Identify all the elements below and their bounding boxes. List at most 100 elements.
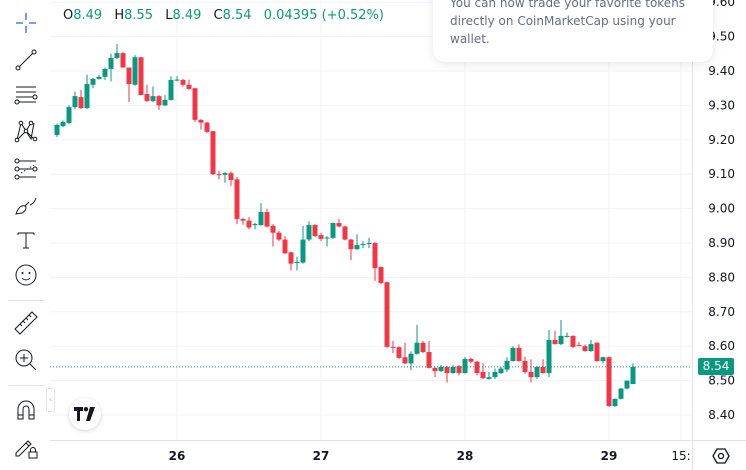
candle-body: [114, 53, 120, 58]
candlestick-chart[interactable]: 9.60 9.50 9.40 9.30 9.20 9.10 9.00 8.90 8.80 8.70…: [50, 0, 746, 470]
candle-body: [228, 173, 234, 181]
candle: [180, 78, 186, 87]
candle-body: [552, 340, 558, 345]
time-tick-label: 15:: [671, 449, 690, 463]
emoji-tool-button[interactable]: [10, 260, 42, 290]
candle-body: [576, 345, 582, 347]
candle-body: [534, 366, 540, 378]
candle: [120, 52, 126, 68]
candle-body: [222, 173, 228, 175]
price-tick-label: 9.60: [708, 0, 735, 9]
candle: [612, 398, 618, 407]
candle-body: [612, 398, 618, 407]
candle-body: [570, 335, 576, 347]
candle: [126, 67, 132, 102]
candle-body: [192, 88, 198, 120]
candle-body: [432, 367, 438, 371]
candle-body: [468, 358, 474, 362]
candle-body: [186, 84, 192, 89]
crosshair-tool-button[interactable]: [10, 8, 42, 38]
text-tool-button[interactable]: [10, 225, 42, 255]
brush-tool-button[interactable]: [10, 190, 42, 220]
candle: [372, 242, 378, 281]
zoom-in-tool-button[interactable]: [10, 345, 42, 375]
price-tick-label: 9.20: [708, 133, 735, 147]
candle: [570, 335, 576, 348]
candle: [474, 360, 480, 376]
candle-body: [450, 366, 456, 374]
candle-body: [264, 212, 270, 227]
candle: [276, 230, 282, 242]
candle-body: [312, 225, 318, 237]
collapse-toolbar-button[interactable]: ‹: [46, 388, 55, 412]
chart-settings-icon[interactable]: [711, 446, 731, 466]
candle: [504, 357, 510, 372]
magnet-icon: [17, 400, 35, 420]
candle-body: [132, 57, 138, 85]
candle-body: [354, 245, 360, 250]
price-tick-label: 9.00: [708, 202, 735, 216]
candle-body: [366, 243, 372, 245]
candle: [630, 363, 636, 385]
pattern-tool-button[interactable]: [10, 116, 42, 146]
candle: [576, 342, 582, 347]
candle: [414, 324, 420, 355]
measure-tool-button[interactable]: [10, 308, 42, 338]
candle-body: [66, 107, 72, 123]
toolbar-separator: [8, 300, 44, 301]
candle: [354, 234, 360, 250]
candle: [156, 95, 162, 110]
price-tick-label: 9.10: [708, 167, 735, 181]
candle: [84, 74, 90, 109]
candle-body: [420, 342, 426, 353]
candle: [216, 170, 222, 180]
horizontal-lines-tool-button[interactable]: [10, 80, 42, 110]
candle: [588, 340, 594, 352]
candle-body: [384, 282, 390, 347]
candle: [114, 44, 120, 59]
trend-line-tool-button[interactable]: [10, 45, 42, 75]
candle-body: [378, 267, 384, 283]
open-value: 8.49: [73, 8, 103, 23]
candle-body: [246, 220, 252, 228]
candle: [246, 217, 252, 230]
candle-body: [108, 57, 114, 69]
candle-body: [414, 342, 420, 354]
candle-body: [588, 344, 594, 352]
toast-line: wallet.: [450, 32, 490, 46]
candle: [552, 330, 558, 345]
candle: [258, 203, 264, 226]
change-value: 0.04395 (+0.52%): [263, 8, 384, 23]
candle-body: [564, 335, 570, 337]
candle: [468, 357, 474, 364]
candle: [60, 120, 66, 128]
candle: [204, 121, 210, 133]
candle: [138, 57, 144, 96]
open-label: O: [63, 8, 74, 23]
candle-body: [288, 252, 294, 264]
toast-line: You can now trade your favorite tokens: [450, 0, 686, 10]
magnet-tool-button[interactable]: [10, 395, 42, 425]
tradingview-logo[interactable]: [69, 398, 101, 430]
time-tick-label: 27: [313, 449, 330, 463]
toast-line: directly on CoinMarketCap using your: [450, 14, 676, 28]
notification-popup[interactable]: You can now trade your favorite tokens d…: [433, 0, 713, 62]
candle: [408, 351, 414, 371]
candle-body: [408, 353, 414, 364]
crosshair-icon: [16, 13, 36, 33]
time-tick-label: 29: [601, 449, 618, 463]
candle: [396, 346, 402, 359]
candle-body: [54, 125, 60, 135]
candle: [96, 75, 102, 80]
candle: [444, 366, 450, 383]
fib-tool-button[interactable]: [10, 154, 42, 184]
lock-drawings-button[interactable]: [10, 432, 42, 462]
candle: [600, 356, 606, 364]
candle: [516, 344, 522, 362]
candle: [324, 236, 330, 247]
candle: [162, 95, 168, 107]
candle: [150, 86, 156, 102]
candle: [420, 341, 426, 354]
candle: [198, 119, 204, 130]
candle-body: [240, 218, 246, 221]
